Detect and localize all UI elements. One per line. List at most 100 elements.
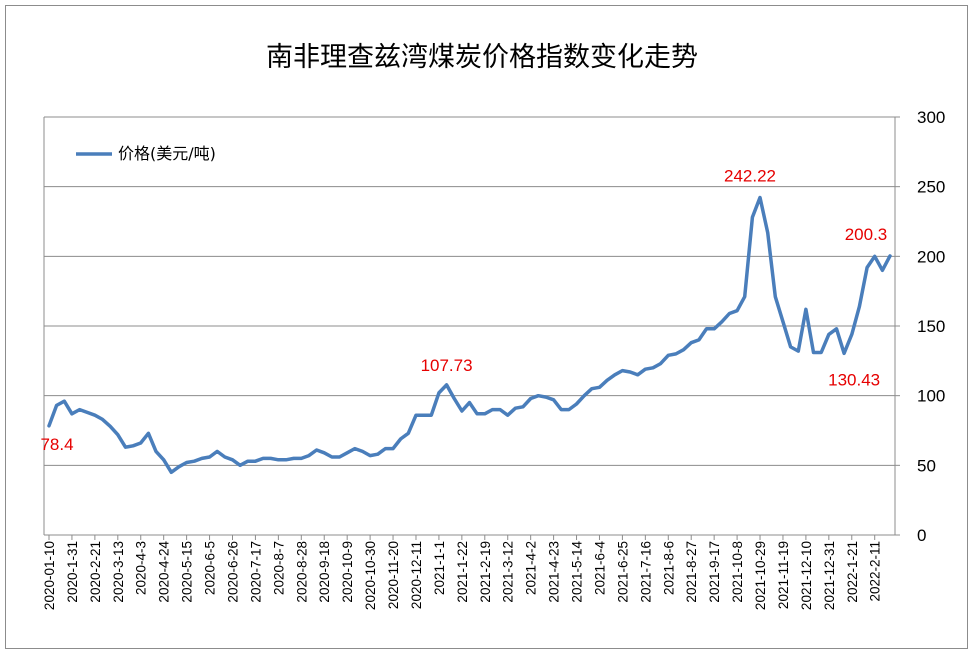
- x-tick-label: 2020-01-10: [42, 541, 57, 610]
- data-point: [315, 448, 318, 452]
- x-tick-label: 2021-1-22: [455, 541, 470, 603]
- data-point: [583, 394, 586, 397]
- data-point: [361, 450, 364, 453]
- data-point: [170, 471, 173, 474]
- data-point: [651, 366, 655, 369]
- data-point: [93, 414, 97, 417]
- x-tick-label: 2021-10-8: [730, 541, 745, 603]
- data-point: [238, 464, 242, 467]
- data-point: [154, 450, 158, 453]
- y-tick-label: 250: [917, 178, 945, 197]
- data-point: [514, 407, 517, 410]
- data-point: [292, 457, 295, 460]
- data-point: [842, 352, 846, 355]
- x-tick-label: 2021-12-31: [822, 541, 837, 610]
- x-tick-label: 2020-9-18: [317, 541, 332, 603]
- data-point: [690, 341, 693, 344]
- data-point: [529, 397, 532, 400]
- data-point: [552, 398, 555, 401]
- data-point: [116, 433, 120, 436]
- data-point: [644, 368, 647, 371]
- data-point: [682, 348, 685, 351]
- x-tick-label: 2021-3-12: [501, 541, 516, 603]
- data-label: 130.43: [828, 370, 880, 389]
- data-point: [598, 386, 601, 389]
- data-point: [407, 432, 410, 435]
- x-tick-label: 2020-10-9: [340, 541, 355, 603]
- legend-label: 价格(美元/吨): [118, 144, 216, 163]
- x-tick-label: 2020-12-11: [409, 541, 424, 609]
- x-tick-label: 2021-11-19: [776, 541, 791, 609]
- data-point: [797, 349, 800, 353]
- x-tick-label: 2021-2-19: [478, 541, 493, 603]
- data-point: [804, 308, 808, 311]
- data-point: [269, 457, 272, 460]
- y-tick-label: 300: [917, 108, 945, 127]
- data-point: [705, 327, 708, 330]
- x-tick-label: 2020-5-15: [180, 541, 195, 603]
- x-tick-label: 2021-4-23: [547, 541, 562, 603]
- data-label: 200.3: [845, 225, 888, 244]
- data-point: [537, 394, 540, 397]
- data-point: [628, 370, 632, 374]
- data-point: [346, 451, 349, 454]
- data-point: [521, 405, 525, 408]
- data-point: [697, 338, 701, 342]
- data-point: [216, 450, 219, 453]
- data-point: [453, 397, 456, 400]
- data-point: [261, 457, 265, 460]
- x-tick-label: 2021-1-1: [432, 541, 447, 595]
- data-point: [636, 373, 639, 376]
- data-point: [781, 320, 785, 323]
- x-tick-label: 2022-2-11: [868, 541, 883, 602]
- data-point: [437, 391, 441, 395]
- data-point: [277, 458, 280, 461]
- data-point: [162, 458, 165, 461]
- price-series-line: [47, 195, 892, 475]
- series-group: [47, 195, 892, 475]
- data-point: [659, 362, 662, 365]
- data-point: [177, 465, 181, 468]
- data-point: [330, 455, 334, 459]
- data-point: [873, 255, 876, 258]
- x-tick-label: 2021-8-27: [684, 541, 699, 603]
- data-point: [422, 414, 425, 417]
- data-point: [124, 446, 127, 449]
- y-tick-label: 50: [917, 456, 936, 475]
- data-point: [185, 461, 188, 464]
- data-point: [147, 432, 150, 435]
- data-point: [284, 458, 288, 461]
- data-point: [353, 447, 356, 450]
- data-point: [735, 309, 739, 312]
- data-annotations: 78.4 107.73 242.22 130.43 200.3: [40, 167, 887, 454]
- x-axis-ticks: 2020-01-10 2020-1-31 2020-2-21 2020-3-13 202…: [42, 535, 883, 610]
- x-tick-label: 2020-10-30: [363, 541, 378, 610]
- data-point: [613, 373, 616, 376]
- grid-lines: [44, 116, 895, 466]
- x-tick-label: 2021-9-17: [707, 541, 722, 603]
- data-point: [193, 460, 196, 463]
- data-point: [498, 408, 502, 411]
- x-tick-label: 2022-1-21: [845, 541, 860, 603]
- data-point: [728, 312, 731, 315]
- data-point: [86, 411, 89, 414]
- data-point: [720, 320, 723, 323]
- x-tick-label: 2020-7-17: [248, 541, 263, 603]
- data-point: [300, 457, 303, 460]
- data-point: [47, 424, 51, 427]
- data-point: [827, 333, 830, 336]
- x-tick-label: 2020-2-21: [88, 541, 103, 603]
- y-tick-label: 150: [917, 317, 945, 336]
- data-point: [246, 460, 249, 463]
- data-point: [460, 409, 464, 413]
- y-tick-label: 100: [917, 387, 945, 406]
- data-point: [667, 354, 670, 357]
- data-point: [567, 408, 571, 411]
- data-point: [55, 404, 58, 407]
- data-point: [323, 451, 326, 454]
- data-point: [713, 327, 716, 330]
- data-point: [766, 231, 769, 234]
- data-point: [483, 412, 486, 415]
- x-tick-label: 2020-4-3: [134, 541, 149, 595]
- data-point: [368, 454, 372, 457]
